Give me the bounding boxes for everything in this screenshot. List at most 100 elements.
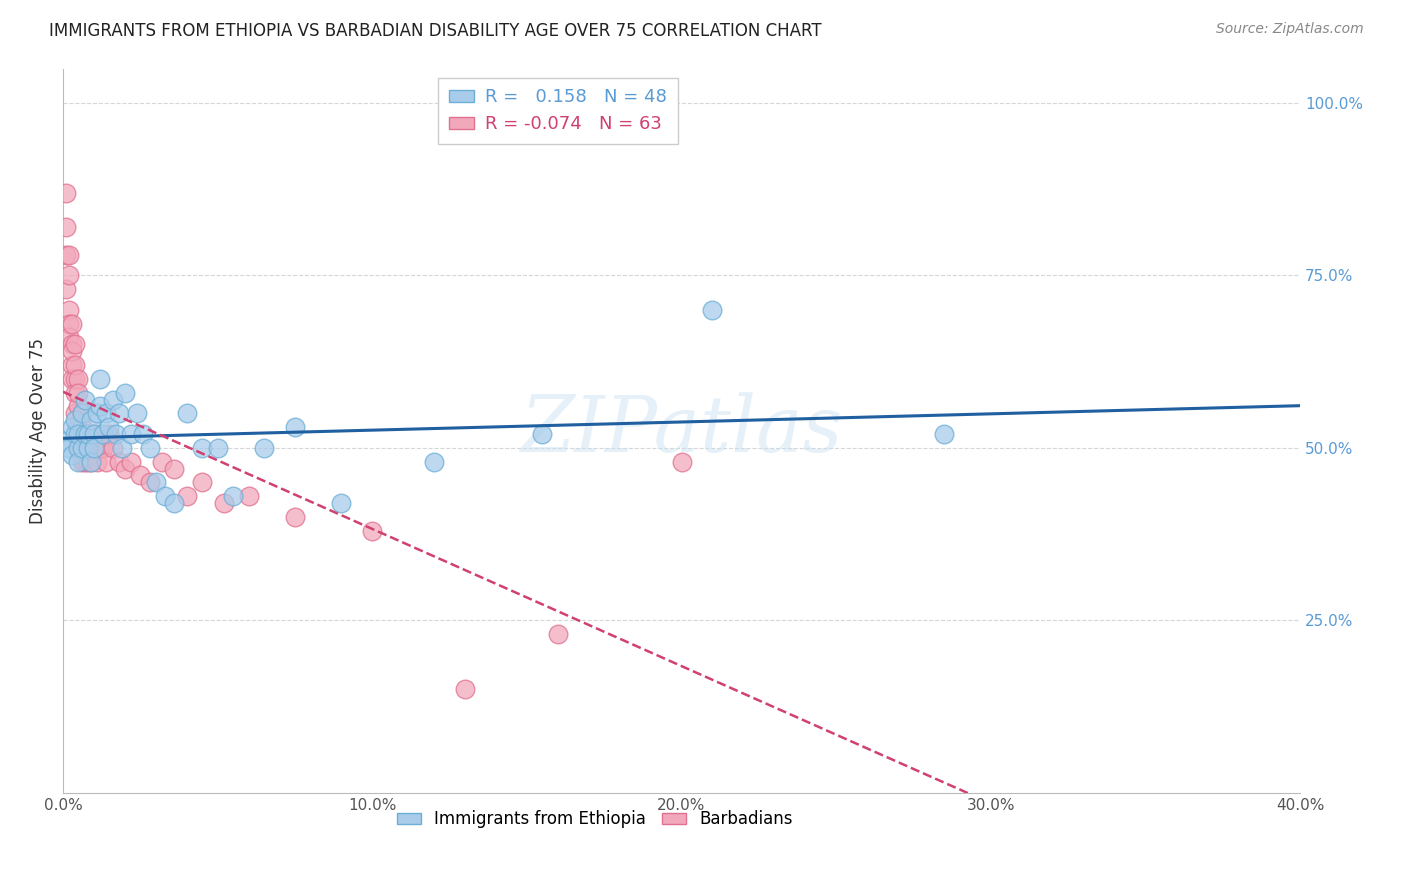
Y-axis label: Disability Age Over 75: Disability Age Over 75 xyxy=(30,337,46,524)
Point xyxy=(114,461,136,475)
Point xyxy=(114,385,136,400)
Point xyxy=(70,427,93,442)
Point xyxy=(76,427,98,442)
Point xyxy=(67,427,90,442)
Point xyxy=(67,400,90,414)
Text: Source: ZipAtlas.com: Source: ZipAtlas.com xyxy=(1216,22,1364,37)
Point xyxy=(83,441,105,455)
Point xyxy=(120,455,142,469)
Point xyxy=(104,427,127,442)
Point xyxy=(76,455,98,469)
Point xyxy=(163,461,186,475)
Point xyxy=(73,427,96,442)
Point xyxy=(80,455,103,469)
Point xyxy=(145,475,167,490)
Point xyxy=(89,372,111,386)
Point xyxy=(212,496,235,510)
Point xyxy=(58,248,80,262)
Point xyxy=(58,317,80,331)
Point xyxy=(70,441,93,455)
Point xyxy=(423,455,446,469)
Point xyxy=(70,420,93,434)
Point xyxy=(129,468,152,483)
Point xyxy=(176,489,198,503)
Point xyxy=(67,455,90,469)
Point xyxy=(65,406,87,420)
Point xyxy=(60,448,83,462)
Point xyxy=(284,509,307,524)
Point xyxy=(132,427,155,442)
Point xyxy=(67,441,90,455)
Point xyxy=(120,427,142,442)
Point xyxy=(96,406,118,420)
Point xyxy=(127,406,149,420)
Point xyxy=(73,427,96,442)
Point xyxy=(58,268,80,283)
Point xyxy=(83,427,105,442)
Point xyxy=(107,406,129,420)
Point xyxy=(253,441,276,455)
Point xyxy=(65,385,87,400)
Point xyxy=(222,489,245,503)
Point xyxy=(101,441,124,455)
Point xyxy=(98,420,121,434)
Point xyxy=(67,385,90,400)
Point xyxy=(80,413,103,427)
Point xyxy=(547,627,569,641)
Point xyxy=(65,337,87,351)
Point xyxy=(150,455,173,469)
Point xyxy=(138,441,160,455)
Point xyxy=(70,441,93,455)
Point xyxy=(83,427,105,442)
Point xyxy=(98,427,121,442)
Point xyxy=(67,372,90,386)
Point xyxy=(58,330,80,344)
Point xyxy=(80,455,103,469)
Point xyxy=(55,282,77,296)
Point xyxy=(67,427,90,442)
Point xyxy=(702,302,724,317)
Point xyxy=(55,434,77,448)
Point xyxy=(60,344,83,359)
Point xyxy=(70,406,93,420)
Point xyxy=(284,420,307,434)
Point xyxy=(176,406,198,420)
Point xyxy=(934,427,956,442)
Point xyxy=(531,427,554,442)
Text: ZIPatlas: ZIPatlas xyxy=(520,392,842,468)
Point xyxy=(76,441,98,455)
Point xyxy=(55,186,77,200)
Point xyxy=(191,475,214,490)
Point xyxy=(86,406,108,420)
Legend: Immigrants from Ethiopia, Barbadians: Immigrants from Ethiopia, Barbadians xyxy=(391,804,799,835)
Point xyxy=(91,427,114,442)
Point xyxy=(80,441,103,455)
Point xyxy=(238,489,260,503)
Point xyxy=(107,455,129,469)
Point xyxy=(55,248,77,262)
Point xyxy=(65,358,87,372)
Point xyxy=(60,337,83,351)
Point xyxy=(101,392,124,407)
Point xyxy=(330,496,353,510)
Point xyxy=(60,317,83,331)
Point xyxy=(73,455,96,469)
Point xyxy=(76,441,98,455)
Point xyxy=(55,220,77,235)
Point xyxy=(138,475,160,490)
Point xyxy=(58,441,80,455)
Point xyxy=(67,420,90,434)
Point xyxy=(73,427,96,442)
Point xyxy=(89,400,111,414)
Point xyxy=(60,358,83,372)
Point xyxy=(65,427,87,442)
Point xyxy=(91,441,114,455)
Point xyxy=(60,420,83,434)
Point xyxy=(73,392,96,407)
Point xyxy=(163,496,186,510)
Point xyxy=(86,455,108,469)
Point xyxy=(454,682,477,697)
Point xyxy=(89,441,111,455)
Point xyxy=(73,441,96,455)
Point xyxy=(111,441,134,455)
